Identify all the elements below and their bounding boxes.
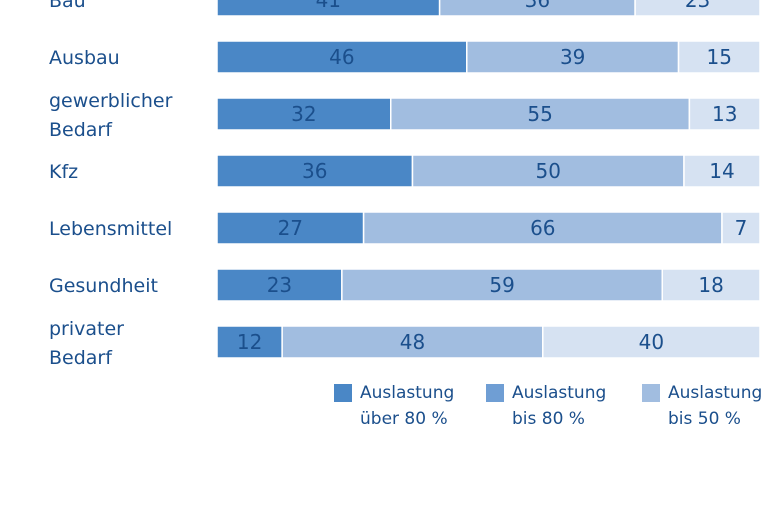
data-label: 32 bbox=[291, 102, 316, 126]
legend-label-line2: über 80 % bbox=[360, 409, 448, 429]
bar-segment bbox=[634, 0, 761, 17]
bar-segment bbox=[216, 0, 441, 17]
category-label: Ausbau bbox=[49, 47, 120, 69]
data-label: 36 bbox=[525, 0, 550, 12]
data-label: 39 bbox=[560, 45, 585, 69]
data-label: 18 bbox=[698, 273, 723, 297]
data-label: 12 bbox=[237, 330, 262, 354]
category-label: Bau bbox=[49, 0, 86, 12]
bar-segment bbox=[438, 0, 636, 17]
bar-segment bbox=[721, 211, 761, 245]
category-label: Kfz bbox=[49, 161, 78, 183]
legend-swatch-up-to-50 bbox=[642, 384, 660, 402]
data-label: 36 bbox=[302, 159, 327, 183]
data-label: 15 bbox=[707, 45, 732, 69]
bar-segment bbox=[341, 268, 664, 302]
legend-item-up-to-50: Auslastung bis 50 % bbox=[642, 380, 768, 432]
legend-swatch-over-80 bbox=[334, 384, 352, 402]
legend-item-over-80: Auslastung über 80 % bbox=[334, 380, 486, 432]
data-label: 59 bbox=[489, 273, 514, 297]
bar-segment bbox=[281, 325, 544, 359]
legend-label-line2: bis 50 % bbox=[668, 409, 741, 429]
bar-segment bbox=[216, 97, 392, 131]
bar-segment bbox=[542, 325, 761, 359]
category-label: gewerblicher Bedarf bbox=[49, 90, 173, 141]
bar-segment bbox=[216, 40, 468, 74]
bar-segment bbox=[688, 97, 761, 131]
bar-segment bbox=[661, 268, 761, 302]
data-label: 14 bbox=[709, 159, 734, 183]
legend-label-line1: Auslastung bbox=[512, 383, 607, 403]
data-label: 13 bbox=[712, 102, 737, 126]
data-label: 55 bbox=[527, 102, 552, 126]
legend-label-line2: bis 80 % bbox=[512, 409, 585, 429]
bar-segment bbox=[216, 268, 343, 302]
chart-legend: Auslastung über 80 % Auslastung bis 80 %… bbox=[334, 380, 768, 432]
data-label: 41 bbox=[316, 0, 341, 12]
data-label: 7 bbox=[735, 216, 748, 240]
data-label: 48 bbox=[400, 330, 425, 354]
data-label: 23 bbox=[267, 273, 292, 297]
legend-label-line1: Auslastung bbox=[360, 383, 455, 403]
data-label: 27 bbox=[278, 216, 303, 240]
data-label: 66 bbox=[530, 216, 555, 240]
data-label: 23 bbox=[685, 0, 710, 12]
data-label: 40 bbox=[639, 330, 664, 354]
bar-segment bbox=[677, 40, 761, 74]
bar-segment bbox=[411, 154, 685, 188]
data-label: 46 bbox=[329, 45, 354, 69]
data-label: 50 bbox=[536, 159, 561, 183]
bar-segment bbox=[362, 211, 723, 245]
category-label: privater Bedarf bbox=[49, 318, 124, 369]
category-label: Lebensmittel bbox=[49, 218, 172, 240]
category-label: Gesundheit bbox=[49, 275, 158, 297]
legend-item-up-to-80: Auslastung bis 80 % bbox=[486, 380, 642, 432]
bar-segment bbox=[216, 154, 414, 188]
bar-segment bbox=[216, 211, 365, 245]
bar-segment bbox=[390, 97, 691, 131]
legend-label-line1: Auslastung bbox=[668, 383, 763, 403]
legend-swatch-up-to-80 bbox=[486, 384, 504, 402]
bar-segment bbox=[683, 154, 761, 188]
